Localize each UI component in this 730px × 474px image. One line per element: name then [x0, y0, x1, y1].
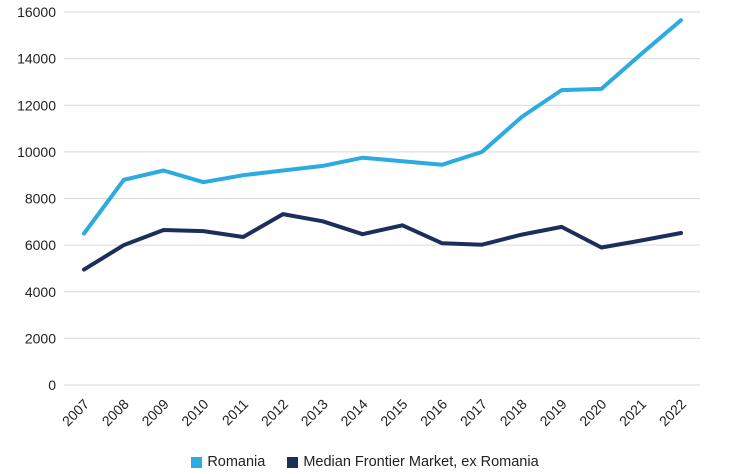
x-tick-label: 2019 — [536, 396, 569, 429]
legend-swatch-series-2 — [287, 456, 299, 468]
y-tick-label: 16000 — [17, 4, 56, 20]
y-tick-label: 2000 — [25, 330, 56, 346]
y-tick-label: 6000 — [25, 237, 56, 253]
legend-item-series-2: Median Frontier Market, ex Romania — [287, 454, 539, 470]
x-tick-label: 2007 — [59, 396, 92, 429]
x-tick-label: 2010 — [178, 396, 211, 429]
x-tick-label: 2011 — [219, 396, 252, 429]
gridlines — [64, 11, 700, 386]
y-tick-label: 14000 — [17, 51, 56, 67]
y-tick-label: 10000 — [17, 144, 56, 160]
y-tick-label: 8000 — [25, 191, 56, 207]
y-axis-ticks: 0 2000 4000 6000 8000 10000 12000 14000 16000 — [17, 4, 56, 393]
series-line-1 — [82, 18, 683, 236]
y-tick-label: 4000 — [25, 284, 56, 300]
x-tick-label: 2016 — [417, 396, 450, 429]
x-tick-label: 2009 — [138, 396, 171, 429]
y-tick-label: 0 — [48, 377, 56, 393]
x-tick-label: 2017 — [457, 396, 490, 429]
series-lines — [82, 18, 683, 272]
x-tick-label: 2014 — [337, 396, 370, 429]
x-tick-label: 2015 — [377, 396, 410, 429]
x-axis-ticks: 2007 2008 2009 2010 2011 2012 2013 2014 2015 2016… — [59, 396, 689, 429]
x-tick-label: 2020 — [576, 396, 609, 429]
y-tick-label: 12000 — [17, 97, 56, 113]
legend-label-series-1: Romania — [207, 454, 266, 470]
series-line-2 — [82, 212, 683, 272]
x-tick-label: 2018 — [497, 396, 530, 429]
legend-swatch-series-1 — [191, 456, 203, 468]
legend-item-series-1: Romania — [191, 454, 265, 470]
x-tick-label: 2008 — [99, 396, 132, 429]
x-tick-label: 2012 — [258, 396, 291, 429]
x-tick-label: 2022 — [656, 396, 689, 429]
legend-label-series-2: Median Frontier Market, ex Romania — [303, 454, 539, 470]
x-tick-label: 2021 — [616, 396, 649, 429]
x-tick-label: 2013 — [298, 396, 331, 429]
legend: Romania Median Frontier Market, ex Roman… — [0, 450, 730, 474]
